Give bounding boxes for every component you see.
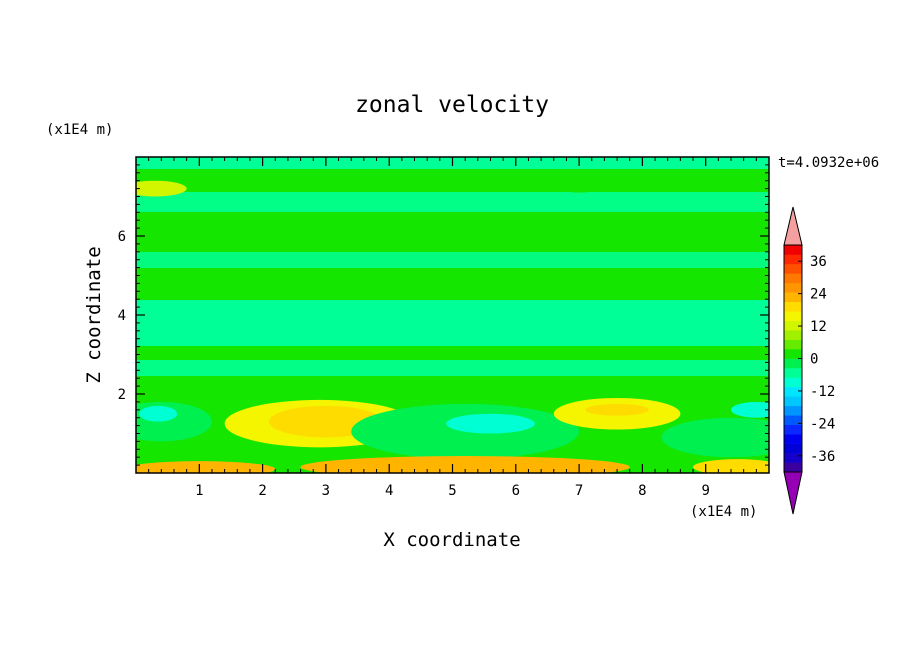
y-tick-label: 6 [118, 229, 126, 245]
x-tick-label: 7 [575, 483, 583, 499]
field-features [136, 180, 769, 473]
colorbar-swatch [784, 301, 802, 312]
colorbar-under-arrow [783, 471, 803, 515]
colorbar-swatch [784, 386, 802, 397]
colorbar-tick-label: 36 [810, 254, 827, 270]
y-tick-label: 4 [118, 308, 126, 324]
colorbar-swatch [784, 292, 802, 303]
colorbar-tick-label: -36 [810, 449, 835, 465]
colorbar-swatch [784, 424, 802, 435]
colorbar-swatch [784, 415, 802, 426]
field-feature-5 [139, 405, 178, 422]
y-tick-label: 2 [118, 387, 126, 403]
x-tick-label: 8 [638, 483, 646, 499]
colorbar-swatch [784, 245, 802, 255]
colorbar-swatch [784, 367, 802, 378]
colorbar-swatch [784, 263, 802, 274]
x-tick-label: 2 [258, 483, 266, 499]
y-axis-ticks: 2 4 6 [118, 229, 769, 403]
x-tick-label: 3 [322, 483, 330, 499]
x-tick-label: 1 [195, 483, 203, 499]
x-tick-label: 6 [512, 483, 520, 499]
x-tick-label: 4 [385, 483, 393, 499]
colorbar-swatch [784, 349, 802, 359]
chart-title: zonal velocity [355, 92, 549, 118]
x-axis-units: (x1E4 m) [690, 504, 757, 520]
field-feature-12 [693, 459, 769, 473]
x-tick-label: 9 [701, 483, 709, 499]
field-feature-8 [661, 417, 769, 458]
x-minor-ticks [148, 157, 757, 473]
colorbar-swatch [784, 282, 802, 293]
field-feature-7 [585, 403, 649, 416]
colorbar-swatch [784, 453, 802, 463]
colorbar-tick-label: 12 [810, 319, 827, 335]
colorbar: 36 24 12 0 -12 -24 -36 [783, 206, 835, 515]
colorbar-tick-label: -12 [810, 384, 835, 400]
field-feature-10 [300, 456, 630, 473]
x-tick-label: 5 [448, 483, 456, 499]
x-axis-label: X coordinate [383, 529, 520, 551]
colorbar-swatch [784, 254, 802, 265]
colorbar-swatch [784, 273, 802, 284]
y-minor-ticks [136, 164, 769, 466]
colorbar-swatch [784, 311, 802, 321]
x-axis-ticks: 1 2 3 4 5 6 7 8 9 [195, 157, 710, 499]
field-feature-9 [731, 401, 769, 418]
y-axis-label: Z coordinate [83, 246, 105, 383]
field-feature-13 [560, 184, 599, 193]
y-axis-units: (x1E4 m) [46, 122, 113, 138]
time-label: t=4.0932e+06 [778, 155, 879, 171]
colorbar-swatch [784, 434, 802, 444]
colorbar-swatch [784, 396, 802, 407]
colorbar-swatch [784, 339, 802, 350]
field-feature-11 [136, 461, 276, 473]
field-stripes [136, 157, 769, 376]
field-feature-14 [136, 180, 187, 197]
colorbar-swatch [784, 330, 802, 340]
colorbar-tick-label: -24 [810, 416, 835, 432]
colorbar-swatch [784, 405, 802, 416]
colorbar-swatch [784, 443, 802, 454]
field-feature-3 [446, 413, 535, 434]
colorbar-swatch [784, 358, 802, 369]
colorbar-swatch [784, 320, 802, 331]
colorbar-tick-label: 0 [810, 352, 818, 368]
colorbar-swatch [784, 462, 802, 473]
colorbar-swatch [784, 377, 802, 388]
velocity-field [136, 157, 769, 473]
colorbar-over-arrow [783, 206, 803, 246]
colorbar-tick-label: 24 [810, 287, 827, 303]
